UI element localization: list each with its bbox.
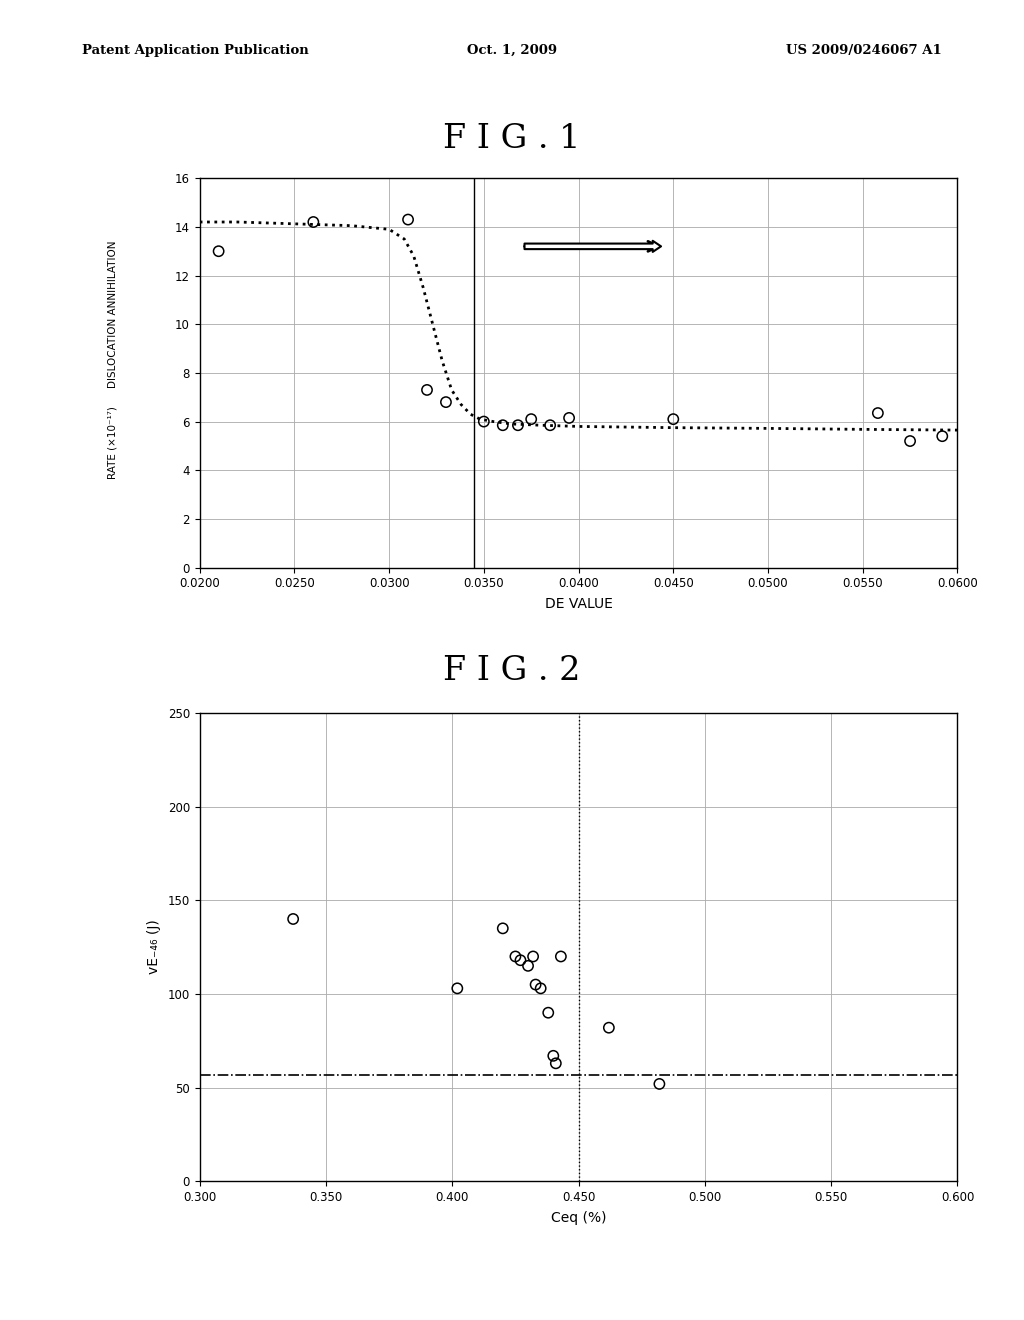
Text: US 2009/0246067 A1: US 2009/0246067 A1 — [786, 44, 942, 57]
Text: F I G . 1: F I G . 1 — [443, 123, 581, 154]
Point — [869, 403, 886, 424]
Point — [419, 379, 435, 400]
Point — [211, 240, 227, 261]
Text: F I G . 2: F I G . 2 — [443, 655, 581, 686]
Point — [438, 392, 455, 413]
Point — [512, 949, 528, 970]
Point — [601, 1018, 617, 1039]
Point — [542, 414, 558, 436]
Point — [523, 409, 540, 430]
Point — [553, 946, 569, 968]
Text: DISLOCATION ANNIHILATION: DISLOCATION ANNIHILATION — [108, 240, 118, 388]
Point — [495, 414, 511, 436]
Y-axis label: vE₋₄₆ (J): vE₋₄₆ (J) — [146, 920, 161, 974]
Text: RATE (×10⁻¹⁷): RATE (×10⁻¹⁷) — [108, 407, 118, 479]
FancyArrowPatch shape — [524, 240, 662, 252]
Point — [527, 974, 544, 995]
Point — [902, 430, 919, 451]
Text: Patent Application Publication: Patent Application Publication — [82, 44, 308, 57]
Point — [934, 425, 950, 446]
Point — [651, 1073, 668, 1094]
Point — [507, 946, 523, 968]
Point — [666, 409, 682, 430]
Point — [495, 917, 511, 939]
Point — [305, 211, 322, 232]
Point — [510, 414, 526, 436]
X-axis label: Ceq (%): Ceq (%) — [551, 1210, 606, 1225]
Point — [545, 1045, 561, 1067]
Point — [532, 978, 549, 999]
Point — [525, 946, 542, 968]
Point — [450, 978, 466, 999]
Point — [285, 908, 301, 929]
X-axis label: DE VALUE: DE VALUE — [545, 597, 612, 611]
Point — [548, 1053, 564, 1074]
Point — [476, 411, 493, 432]
Point — [561, 408, 578, 429]
Point — [400, 209, 417, 230]
Point — [520, 956, 537, 977]
Point — [540, 1002, 556, 1023]
Text: Oct. 1, 2009: Oct. 1, 2009 — [467, 44, 557, 57]
